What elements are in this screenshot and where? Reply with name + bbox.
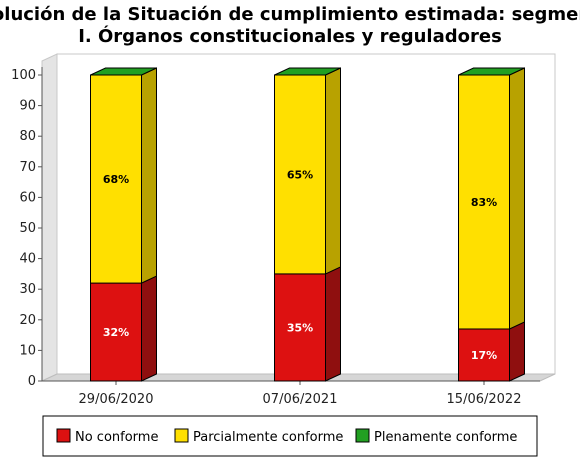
bar-top [274, 67, 341, 76]
y-tick-label: 50 [19, 221, 36, 236]
data-label: 65% [287, 168, 313, 181]
y-tick-label: 70 [19, 160, 36, 175]
y-tick-label: 100 [11, 68, 36, 83]
legend-swatch [56, 428, 71, 443]
legend: No conforme Parcialmente conforme Plenamen… [42, 415, 538, 457]
data-label: 35% [287, 321, 313, 334]
y-tick-label: 60 [19, 190, 36, 205]
y-axis: 0 10 20 30 40 50 60 70 80 90 100 [11, 67, 43, 389]
x-axis: 29/06/2020 07/06/2021 15/06/2022 [42, 380, 540, 407]
legend-label: No conforme [75, 430, 158, 445]
bar-segment [458, 74, 510, 330]
legend-item: No conforme [56, 428, 158, 445]
bar-segment [274, 74, 326, 275]
bar-group: 17% 83% [458, 67, 525, 382]
data-label: 32% [103, 326, 129, 339]
y-tick-label: 20 [19, 313, 36, 328]
bar-group: 35% 65% [274, 67, 341, 382]
bar-top [90, 67, 157, 76]
data-label: 83% [471, 196, 497, 209]
legend-item: Plenamente conforme [355, 428, 517, 445]
legend-swatch [174, 428, 189, 443]
bar-segment-side [325, 67, 341, 275]
chart-title-line-1: Evolución de la Situación de cumplimient… [0, 4, 580, 25]
chart-title: Evolución de la Situación de cumplimient… [0, 4, 580, 47]
bar-segment-side [141, 275, 157, 382]
bar-segment-side [325, 266, 341, 382]
legend-box [42, 415, 538, 457]
y-tick-label: 80 [19, 129, 36, 144]
y-tick-label: 30 [19, 282, 36, 297]
data-label: 17% [471, 349, 497, 362]
y-tick-label: 90 [19, 99, 36, 114]
bar-segment-side [141, 67, 157, 284]
y-tick-label: 40 [19, 252, 36, 267]
x-tick-label: 29/06/2020 [79, 392, 154, 407]
bar-segment-side [509, 67, 525, 330]
bar-top [458, 67, 525, 76]
plot-side-wall [41, 53, 58, 382]
chart-title-line-2: I. Órganos constitucionales y reguladore… [78, 25, 502, 47]
legend-label: Parcialmente conforme [193, 430, 343, 445]
data-label: 68% [103, 173, 129, 186]
bar-group: 32% 68% [90, 67, 157, 382]
legend-label: Plenamente conforme [374, 430, 517, 445]
y-tick-label: 10 [19, 343, 36, 358]
bars: 32% 68% 35% 65% 17% 83% [90, 67, 525, 382]
bar-segment [90, 282, 142, 382]
x-tick-label: 07/06/2021 [263, 392, 338, 407]
bar-segment-side [509, 321, 525, 382]
legend-item: Parcialmente conforme [174, 428, 343, 445]
bar-segment [90, 74, 142, 284]
y-tick-label: 0 [28, 374, 36, 389]
x-tick-label: 15/06/2022 [447, 392, 522, 407]
legend-swatch [355, 428, 370, 443]
